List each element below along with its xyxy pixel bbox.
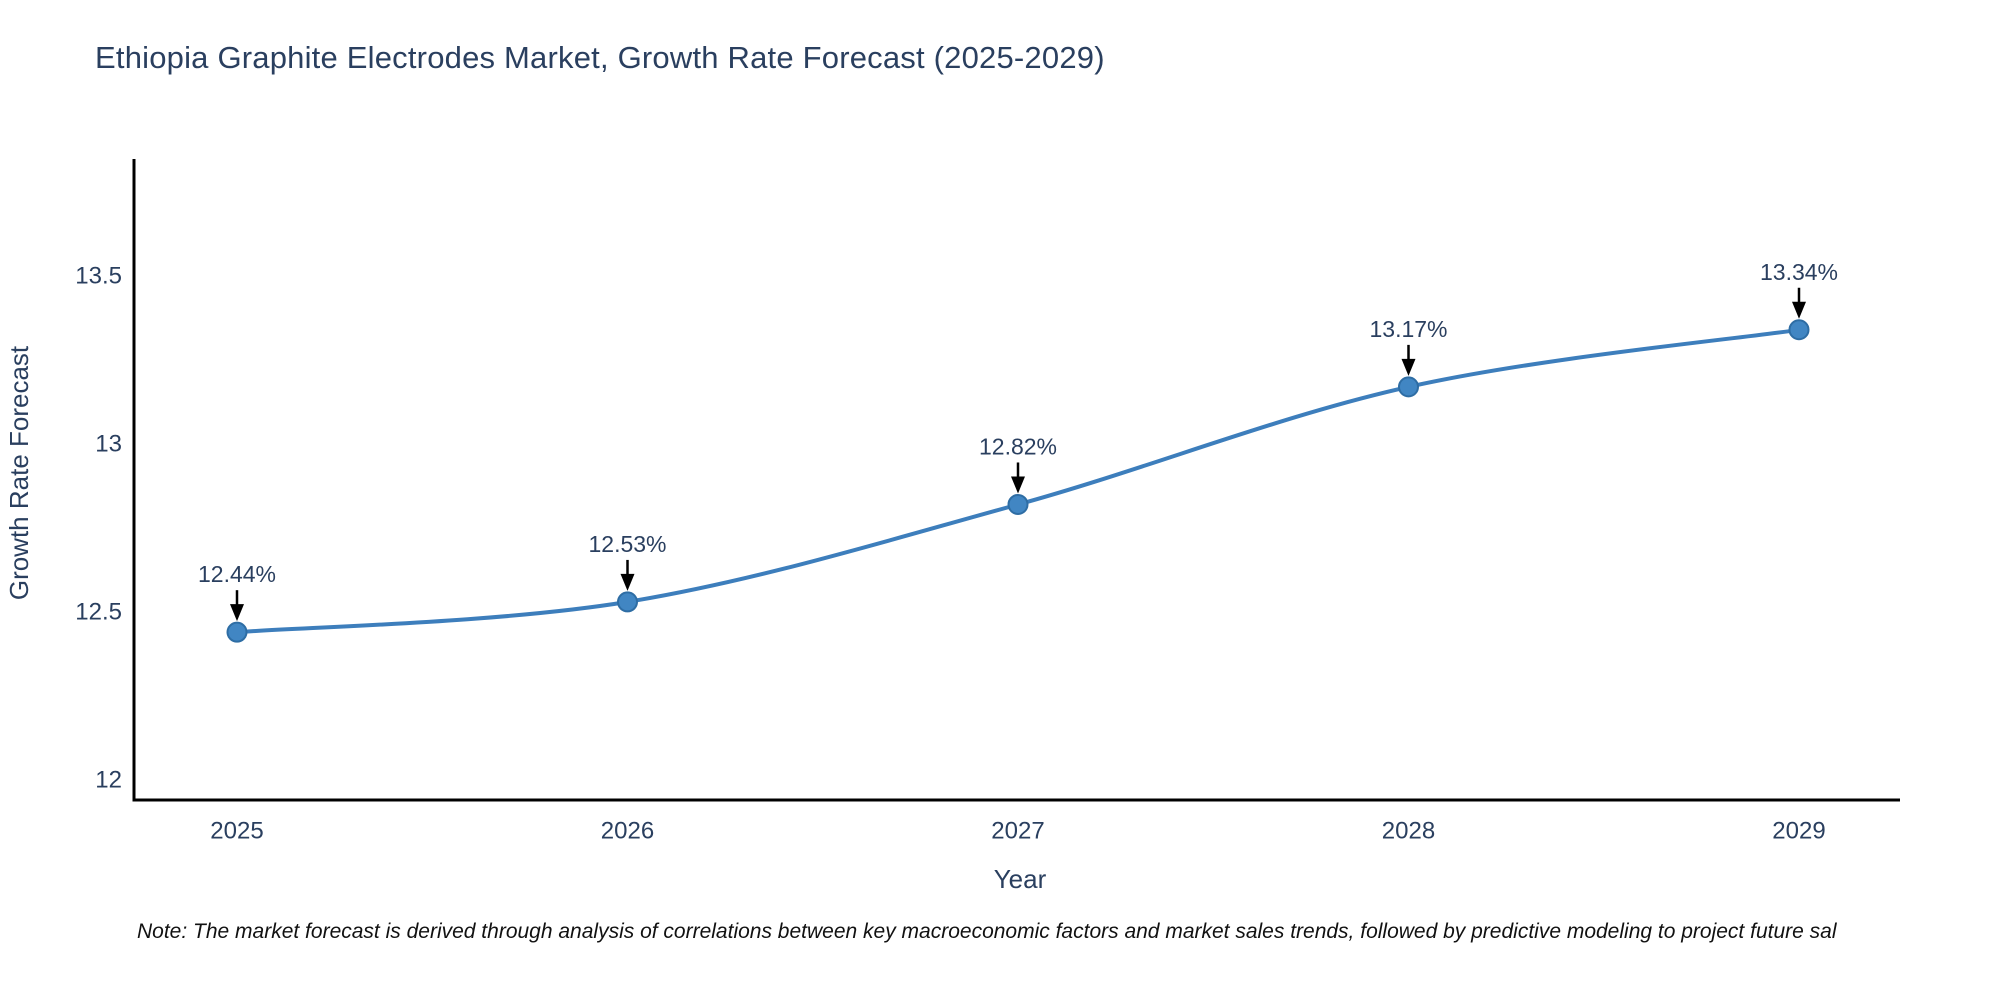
x-tick-label: 2027 <box>991 818 1044 845</box>
y-axis-title: Growth Rate Forecast <box>4 345 34 600</box>
x-axis-title: Year <box>994 864 1047 894</box>
data-point-marker <box>1398 376 1419 398</box>
annotation-arrow-head <box>1792 301 1806 319</box>
x-tick-label: 2026 <box>601 818 654 845</box>
data-point-marker <box>617 591 638 613</box>
axis-lines <box>132 159 1900 802</box>
x-tick-label: 2025 <box>210 818 263 845</box>
y-tick-label: 12 <box>95 767 122 794</box>
data-point-marker <box>1007 493 1029 515</box>
point-annotation-label: 12.82% <box>979 433 1057 459</box>
y-tick-label: 13 <box>95 431 122 458</box>
annotation-arrow-head <box>230 604 244 622</box>
annotation-arrow-head <box>620 573 635 591</box>
chart-title: Ethiopia Graphite Electrodes Market, Gro… <box>95 40 1105 75</box>
point-annotation-label: 13.17% <box>1369 316 1447 342</box>
x-axis-tick-labels: 2025 2026 2027 2028 2029 <box>210 818 1825 845</box>
x-tick-label: 2028 <box>1382 818 1435 845</box>
point-annotation-label: 12.44% <box>198 561 276 587</box>
x-tick-label: 2029 <box>1772 818 1825 845</box>
annotation-arrow-head <box>1401 358 1416 376</box>
data-point-markers <box>226 319 1810 643</box>
y-axis-tick-labels: 12 12.5 13 13.5 <box>75 263 122 794</box>
annotation-arrow-head <box>1011 476 1025 494</box>
y-tick-label: 12.5 <box>75 599 122 626</box>
footnote: Note: The market forecast is derived thr… <box>137 920 1837 943</box>
point-annotation-label: 13.34% <box>1760 259 1838 285</box>
data-point-marker <box>1788 319 1810 341</box>
y-tick-label: 13.5 <box>75 263 122 290</box>
point-annotation-label: 12.53% <box>588 531 666 557</box>
data-point-marker <box>226 621 248 643</box>
point-annotations: 12.44% 12.53% 12.82% 13.17% 13.34% <box>198 259 1838 622</box>
